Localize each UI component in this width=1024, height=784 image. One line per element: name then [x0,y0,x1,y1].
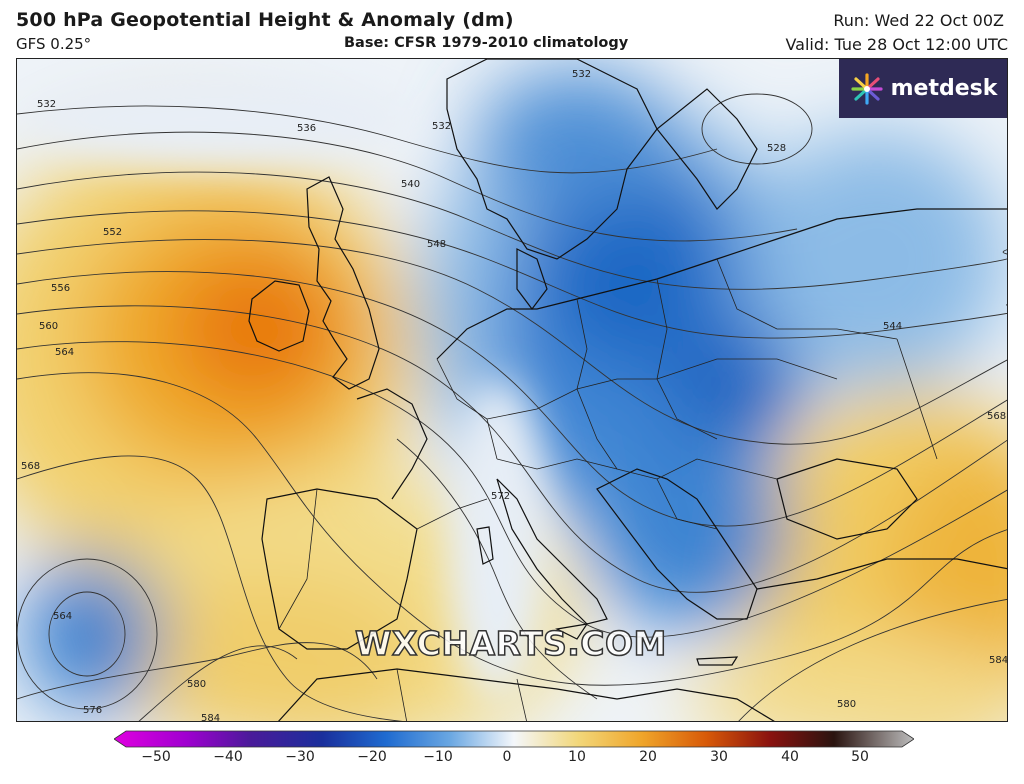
contour-552 [17,271,1007,527]
border-6 [656,358,838,380]
coast-ireland [248,280,310,352]
contour-label: 572 [491,491,510,502]
wxcharts-watermark: WXCHARTS.COM [354,623,667,664]
colorbar-tick: −50 [141,749,171,765]
contour-label: 560 [39,321,58,332]
contour-572 [396,438,598,700]
coastlines [248,59,1007,721]
contour-label: 584 [201,713,220,722]
border-1 [436,358,498,460]
contour-532 [17,105,718,174]
contour-label: 580 [187,679,206,690]
contour-label: 568 [987,411,1006,422]
contour-low-ring-2 [48,591,126,677]
contour-label: 576 [83,705,102,716]
map-canvas: 532 536 532 532 528 540 548 552 556 560 … [17,59,1008,722]
coast-italy [496,478,608,625]
valid-time-label: Valid: Tue 28 Oct 12:00 UTC [785,35,1008,54]
contour-label: 548 [427,239,446,250]
colorbar-tick: −30 [285,749,315,765]
contour-label: 532 [432,121,451,132]
colorbar-tick: 50 [851,749,869,765]
contour-568 [17,455,404,721]
colorbar-tick: −40 [213,749,243,765]
model-label: GFS 0.25° [16,35,92,53]
contour-556 [17,305,1007,593]
contour-label: 544 [883,321,902,332]
contour-label: 580 [837,699,856,710]
contour-label: 556 [51,283,70,294]
coast-crete [696,656,739,666]
colorbar-tick: 30 [710,749,728,765]
contour-north-ring [701,93,813,165]
height-contours [17,93,1007,721]
border-13 [516,678,527,721]
coast-iberia [261,488,418,650]
metdesk-logo: metdesk [839,59,1007,118]
contour-label: 568 [21,461,40,472]
country-borders [278,258,938,721]
coast-africa [278,668,775,721]
colorbar-tick: 20 [639,749,657,765]
coast-finland [656,88,758,210]
run-time-label: Run: Wed 22 Oct 00Z [833,11,1004,30]
contour-540 [17,171,1007,290]
contour-east [738,598,1007,721]
contour-544 [17,210,1007,339]
border-12 [396,668,408,721]
border-9 [416,498,488,530]
coast-great-britain [306,176,380,390]
border-3 [576,298,588,390]
coast-continent-north [436,208,1007,360]
contour-580 [138,645,298,721]
colorbar-tick: −20 [357,749,387,765]
colorbar: −50 −40 −30 −20 −10 0 10 20 30 40 50 [113,729,915,773]
coast-denmark [516,248,548,310]
contour-label: 564 [55,347,74,358]
metdesk-logo-text: metdesk [890,76,998,101]
contour-label: 540 [401,179,420,190]
coast-sardinia [476,526,494,565]
coast-black-sea [776,458,918,540]
contour-548 [17,239,1007,445]
anomaly-fringe [17,69,547,699]
contour-label: 532 [37,99,56,110]
colorbar-tick: 40 [781,749,799,765]
burst-logo-icon [851,72,883,105]
contour-label: 528 [767,143,786,154]
border-10 [656,478,718,530]
coast-scandinavia [446,59,658,260]
contour-labels: 532 536 532 532 528 540 548 552 556 560 … [21,69,1008,722]
weather-map[interactable]: 532 536 532 532 528 540 548 552 556 560 … [16,58,1008,722]
colorbar-tick: 0 [502,749,512,765]
colorbar-tick: −10 [423,749,453,765]
colorbar-tick: 10 [568,749,586,765]
contour-low-ring-1 [17,558,158,710]
contour-560 [17,341,1007,638]
contour-label: 552 [103,227,122,238]
contour-label: 532 [572,69,591,80]
contour-label: 584 [989,655,1008,666]
border-8 [496,458,618,470]
border-14 [896,338,938,460]
border-11 [278,488,318,630]
contour-label: 564 [53,611,72,622]
colorbar-gradient [113,730,915,748]
contour-536 [17,131,798,242]
contour-564 [17,372,1007,686]
chart-title: 500 hPa Geopotential Height & Anomaly (d… [16,9,514,31]
coast-france-west [356,388,428,500]
coast-turkey [756,558,1007,590]
climatology-base-label: Base: CFSR 1979-2010 climatology [344,35,629,51]
border-5 [716,258,898,340]
coast-sicily [555,623,589,640]
colorbar-ticks: −50 −40 −30 −20 −10 0 10 20 30 40 50 [114,749,914,769]
contour-label: 536 [297,123,316,134]
